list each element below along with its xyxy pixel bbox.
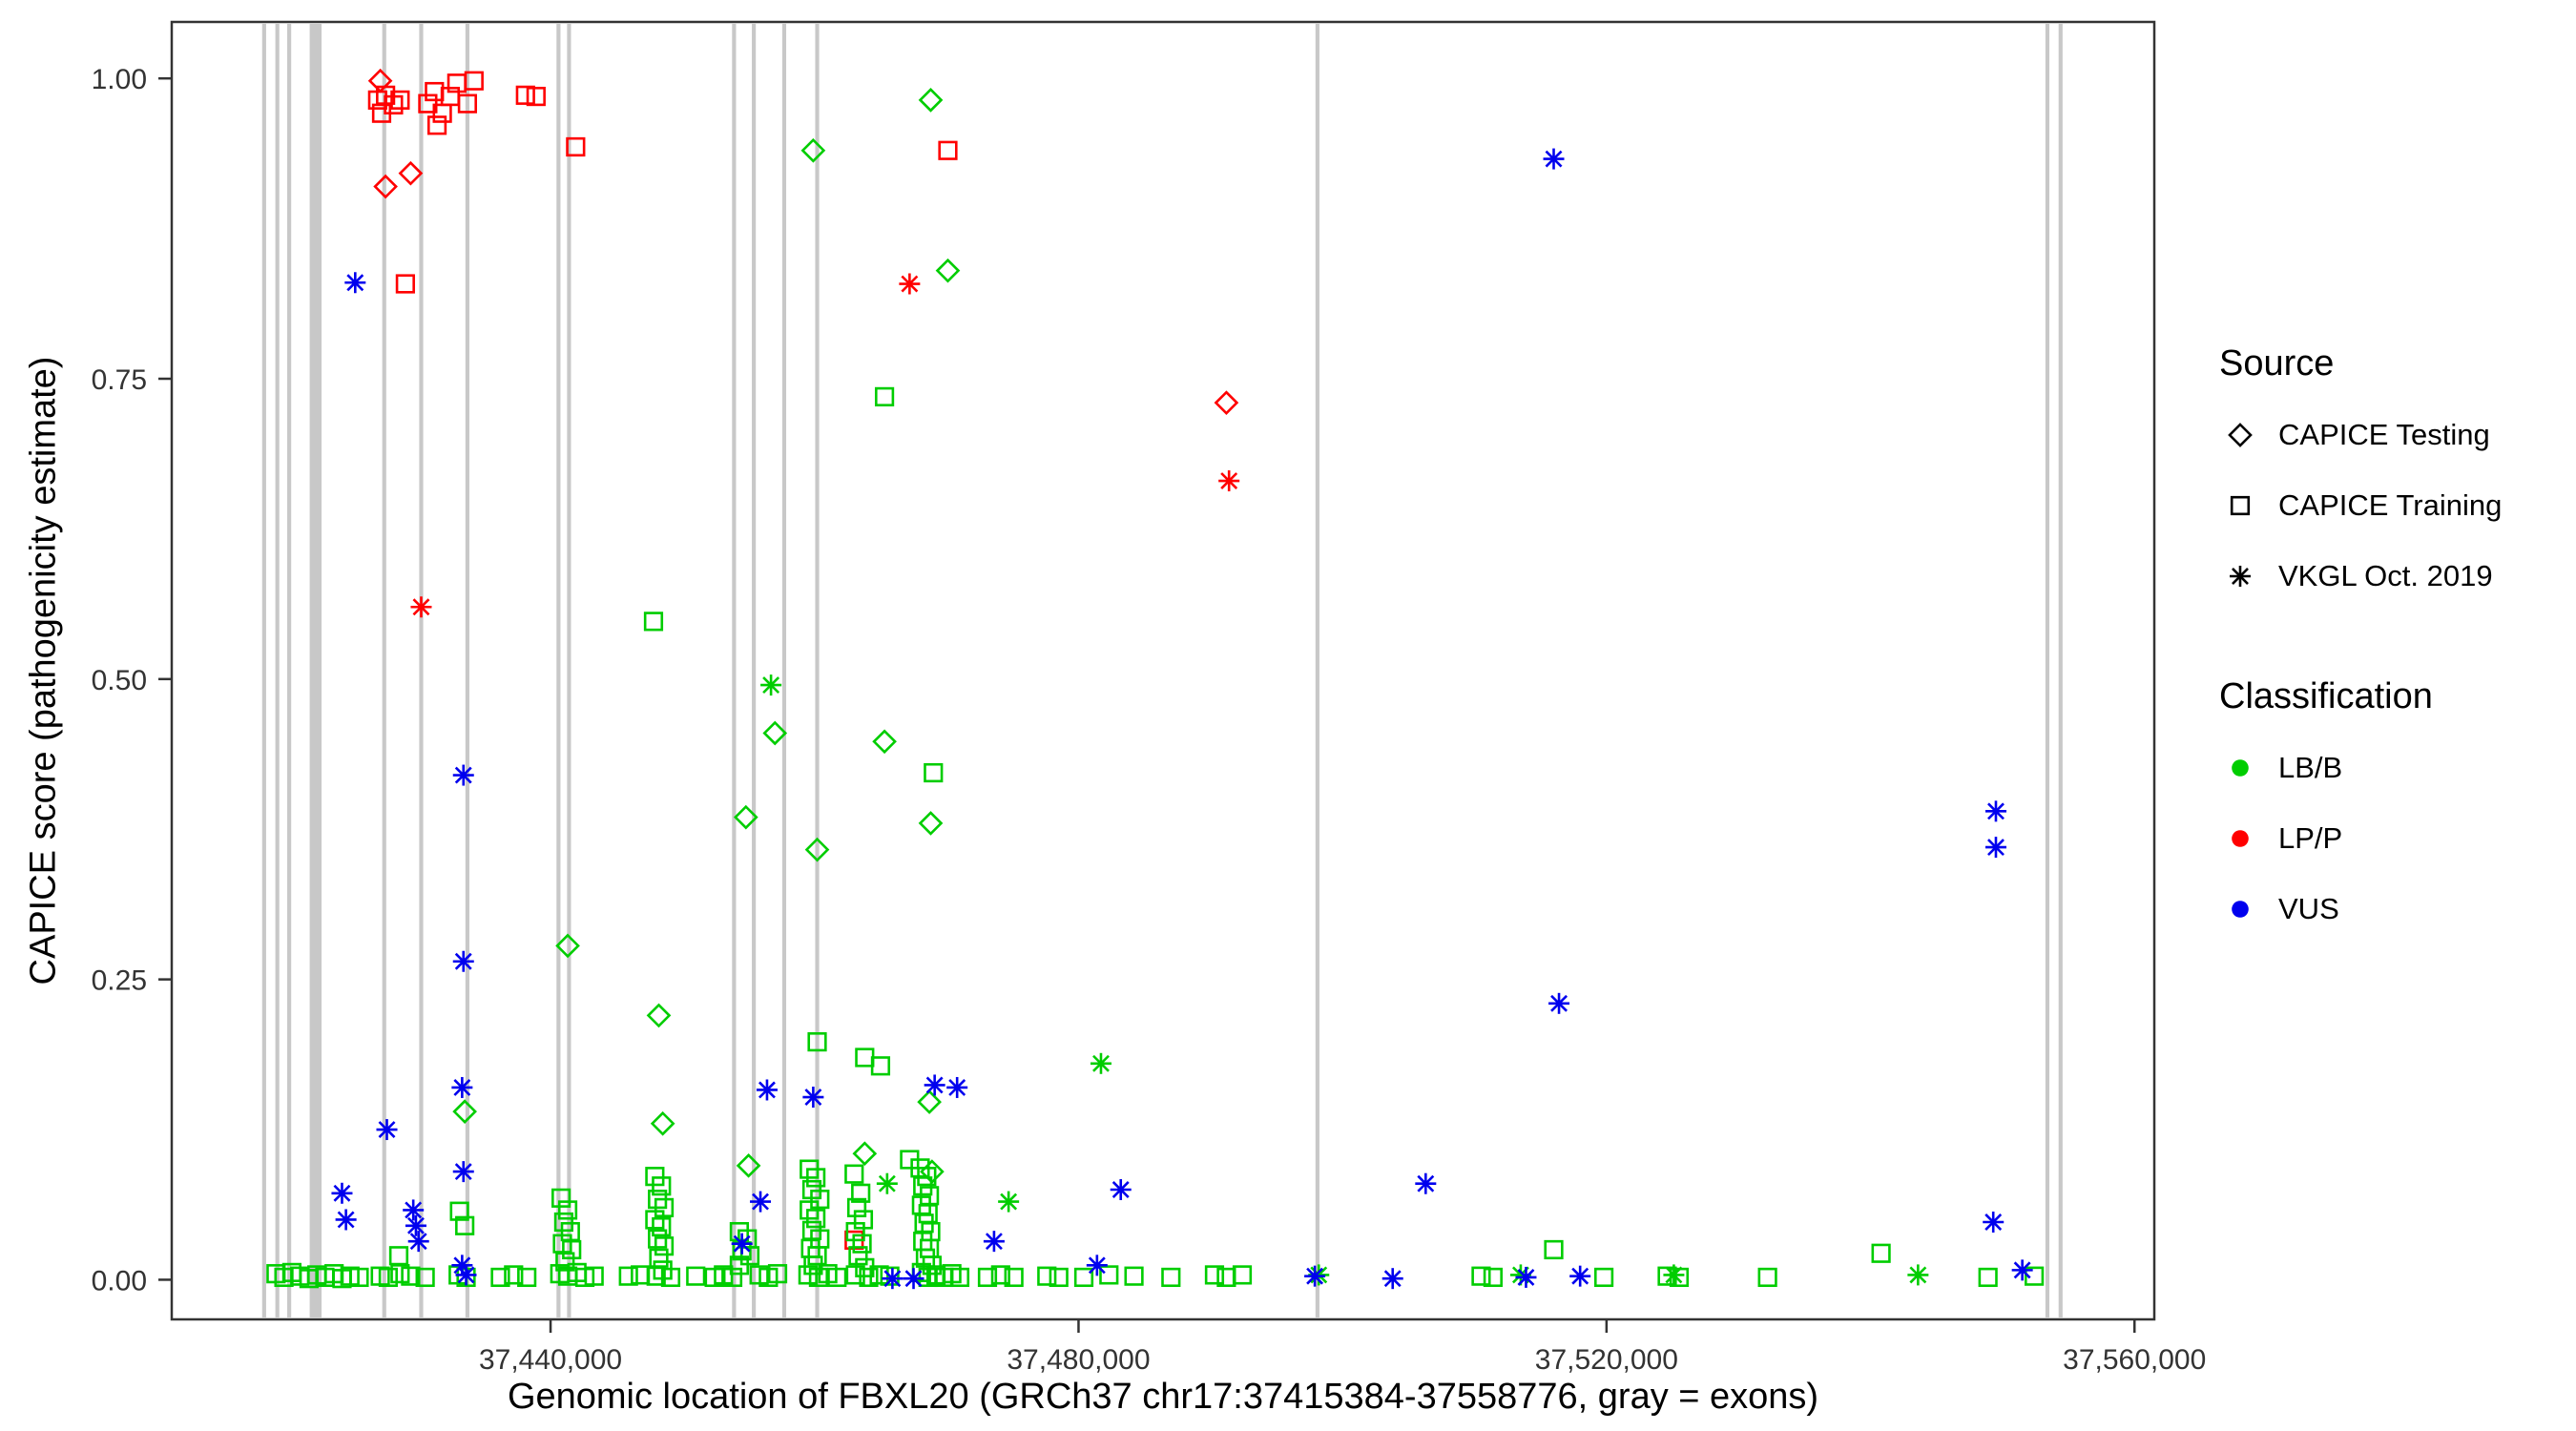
legend-classification-title: Classification: [2219, 676, 2433, 716]
legend-item-lbb: LB/B: [2219, 733, 2502, 803]
diamond-marker-icon: [2228, 423, 2253, 447]
legend-label: LP/P: [2278, 821, 2343, 855]
x-axis-title: Genomic location of FBXL20 (GRCh37 chr17…: [507, 1377, 1819, 1417]
red-dot-icon: [2232, 830, 2249, 847]
legend-label: CAPICE Training: [2278, 488, 2503, 522]
asterisk-marker-icon: [2230, 566, 2251, 587]
y-axis-title: CAPICE score (pathogenicity estimate): [23, 356, 64, 985]
svg-text:0.50: 0.50: [92, 665, 147, 696]
legend-source-title: Source: [2219, 343, 2335, 384]
legend-label: VKGL Oct. 2019: [2278, 559, 2493, 592]
blue-dot-icon: [2232, 901, 2249, 918]
legend-classification-group: Classification LB/B LP/P VUS: [2219, 676, 2502, 944]
legend-item-capice-training: CAPICE Training: [2219, 470, 2502, 541]
legend-item-vus: VUS: [2219, 874, 2502, 944]
svg-text:37,480,000: 37,480,000: [1007, 1344, 1150, 1376]
square-marker-icon: [2230, 495, 2251, 516]
svg-text:0.75: 0.75: [92, 364, 147, 396]
svg-text:0.25: 0.25: [92, 965, 147, 997]
svg-text:37,520,000: 37,520,000: [1535, 1344, 1678, 1376]
legend-label: LB/B: [2278, 751, 2343, 784]
legend-label: CAPICE Testing: [2278, 418, 2490, 451]
legend-item-vkgl: VKGL Oct. 2019: [2219, 541, 2502, 612]
svg-text:0.00: 0.00: [92, 1265, 147, 1296]
svg-text:37,560,000: 37,560,000: [2063, 1344, 2206, 1376]
legend: Source CAPICE Testing CAPICE Training VK…: [2219, 343, 2502, 944]
svg-text:1.00: 1.00: [92, 64, 147, 95]
svg-text:37,440,000: 37,440,000: [479, 1344, 622, 1376]
legend-item-lpp: LP/P: [2219, 803, 2502, 874]
legend-item-capice-testing: CAPICE Testing: [2219, 400, 2502, 470]
legend-label: VUS: [2278, 892, 2339, 925]
legend-source-group: Source CAPICE Testing CAPICE Training VK…: [2219, 343, 2502, 612]
green-dot-icon: [2232, 759, 2249, 777]
